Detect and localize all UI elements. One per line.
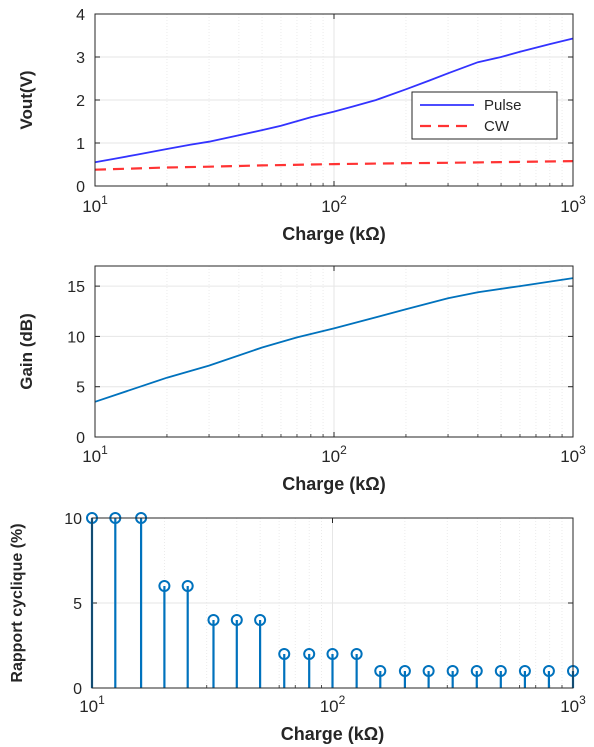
y-tick-label: 0 <box>76 430 85 447</box>
axes-box <box>91 517 574 689</box>
legend: Pulse CW <box>411 91 558 140</box>
x-axis-label: Charge (kΩ) <box>282 224 385 244</box>
x-tick-label: 102 <box>321 443 347 466</box>
y-tick-label: 4 <box>76 7 85 24</box>
stem-marker <box>374 665 387 677</box>
stem-marker <box>326 648 339 660</box>
y-tick-label: 0 <box>76 179 85 196</box>
y-tick-label: 1 <box>76 136 85 153</box>
y-tick-label: 2 <box>76 93 85 110</box>
x-tick-label: 103 <box>560 693 586 716</box>
y-tick-label: 10 <box>64 511 82 528</box>
x-tick-label: 103 <box>560 443 586 466</box>
stem-marker <box>518 665 531 677</box>
stem-marker <box>207 614 220 626</box>
y-tick-label: 15 <box>67 279 85 296</box>
stem-marker <box>181 580 194 592</box>
series-line-cw <box>94 160 574 171</box>
x-tick-label: 102 <box>320 693 346 716</box>
x-axis-label: Charge (kΩ) <box>282 474 385 494</box>
stem-marker <box>446 665 459 677</box>
y-tick-label: 5 <box>73 596 82 613</box>
x-axis-label: Charge (kΩ) <box>281 724 384 744</box>
stem-marker <box>542 665 555 677</box>
series-line-main <box>94 277 574 403</box>
grid <box>95 266 573 437</box>
chart-panel-2: 0 5 10 15 101 102 103 Charge (kΩ) Gain (dB) <box>17 265 586 494</box>
y-axis-label: Gain (dB) <box>17 313 36 390</box>
y-tick-label: 5 <box>76 380 85 397</box>
x-tick-label: 101 <box>82 443 108 466</box>
stem-marker <box>470 665 483 677</box>
y-tick-label: 3 <box>76 50 85 67</box>
chart-panel-1: 0 1 2 3 4 101 102 103 Charge (kΩ) Vout(V) Pulse CW <box>17 7 586 244</box>
stem-marker <box>350 648 363 660</box>
stem-marker <box>494 665 507 677</box>
stem-marker <box>278 648 291 660</box>
y-tick-label: 10 <box>67 329 85 346</box>
stem-marker <box>254 614 267 626</box>
grid <box>92 518 573 688</box>
stem-marker <box>398 665 411 677</box>
series-line-pulse <box>94 37 574 164</box>
legend-box <box>411 91 558 140</box>
y-axis-label: Vout(V) <box>17 70 36 129</box>
legend-label: CW <box>484 118 510 135</box>
stem-marker <box>303 648 316 660</box>
stem-marker <box>158 580 171 592</box>
stem-marker <box>422 665 435 677</box>
chart-panel-3: 0 5 10 101 102 103 Charge (kΩ) Rapport cyclique… <box>9 511 586 744</box>
stem-marker <box>230 614 243 626</box>
legend-label: Pulse <box>484 97 522 114</box>
axes-box <box>94 13 574 187</box>
x-tick-label: 103 <box>560 193 586 216</box>
x-tick-label: 102 <box>321 193 347 216</box>
axes-box <box>94 265 574 438</box>
x-tick-label: 101 <box>82 193 108 216</box>
y-tick-label: 0 <box>73 681 82 698</box>
y-axis-label: Rapport cyclique (%) <box>9 523 26 682</box>
x-tick-label: 101 <box>79 693 105 716</box>
